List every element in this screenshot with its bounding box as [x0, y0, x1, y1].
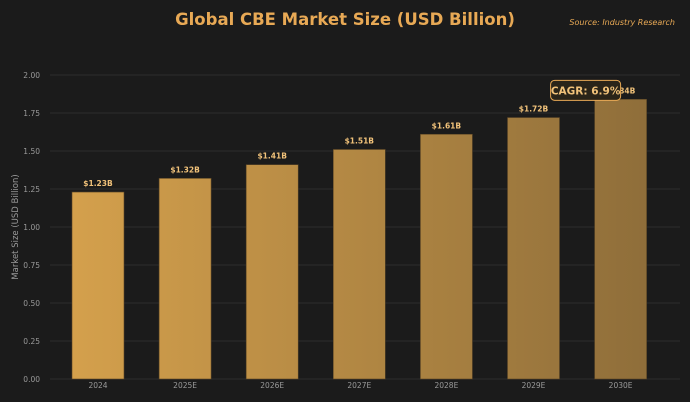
- chart-title: Global CBE Market Size (USD Billion): [175, 10, 515, 29]
- cagr-annotation-text: CAGR: 6.9%: [551, 85, 621, 97]
- x-tick-label: 2025E: [173, 381, 197, 390]
- x-tick-label: 2029E: [522, 381, 546, 390]
- bar-2027E: [332, 149, 386, 380]
- bar-2026E: [245, 164, 299, 380]
- y-tick-label: 2.00: [23, 71, 40, 80]
- source-note: Source: Industry Research: [569, 18, 675, 27]
- x-tick-label: 2024: [88, 381, 107, 390]
- bar-2028E: [420, 133, 473, 380]
- label-layer: 0.00 0.25 0.50 0.75 1.00 1.25 1.50 1.75 2.00 $1.2…: [23, 71, 635, 390]
- x-tick-label: 2028E: [434, 381, 458, 390]
- y-tick-label: 0.75: [23, 261, 40, 270]
- y-tick-label: 1.75: [23, 109, 40, 118]
- bar-2029E: [507, 117, 560, 380]
- bar-value-label: $1.41B: [257, 152, 287, 161]
- x-tick-label: 2026E: [260, 381, 284, 390]
- y-tick-label: 0.25: [23, 337, 40, 346]
- bar-value-label: $1.51B: [345, 136, 375, 145]
- y-tick-label: 0.00: [23, 375, 40, 384]
- bar-value-label: $1.23B: [83, 179, 113, 188]
- y-tick-label: 1.25: [23, 185, 40, 194]
- y-tick-label: 0.50: [23, 299, 40, 308]
- y-axis-label: Market Size (USD Billion): [11, 174, 21, 279]
- y-tick-label: 1.00: [23, 223, 40, 232]
- bar-layer: [71, 99, 647, 380]
- bar-value-label: $1.32B: [170, 165, 200, 174]
- y-tick-label: 1.50: [23, 147, 40, 156]
- cagr-annotation: CAGR: 6.9%: [550, 79, 622, 101]
- bar-value-label: $1.72B: [519, 105, 549, 114]
- x-tick-label: 2030E: [609, 381, 633, 390]
- bar-2025E: [158, 178, 212, 380]
- x-tick-label: 2027E: [347, 381, 371, 390]
- bar-2030E: [594, 99, 647, 380]
- cagr-annotation-box: [550, 79, 622, 101]
- bar-value-label: $1.61B: [432, 121, 462, 130]
- bar-2024: [71, 191, 125, 380]
